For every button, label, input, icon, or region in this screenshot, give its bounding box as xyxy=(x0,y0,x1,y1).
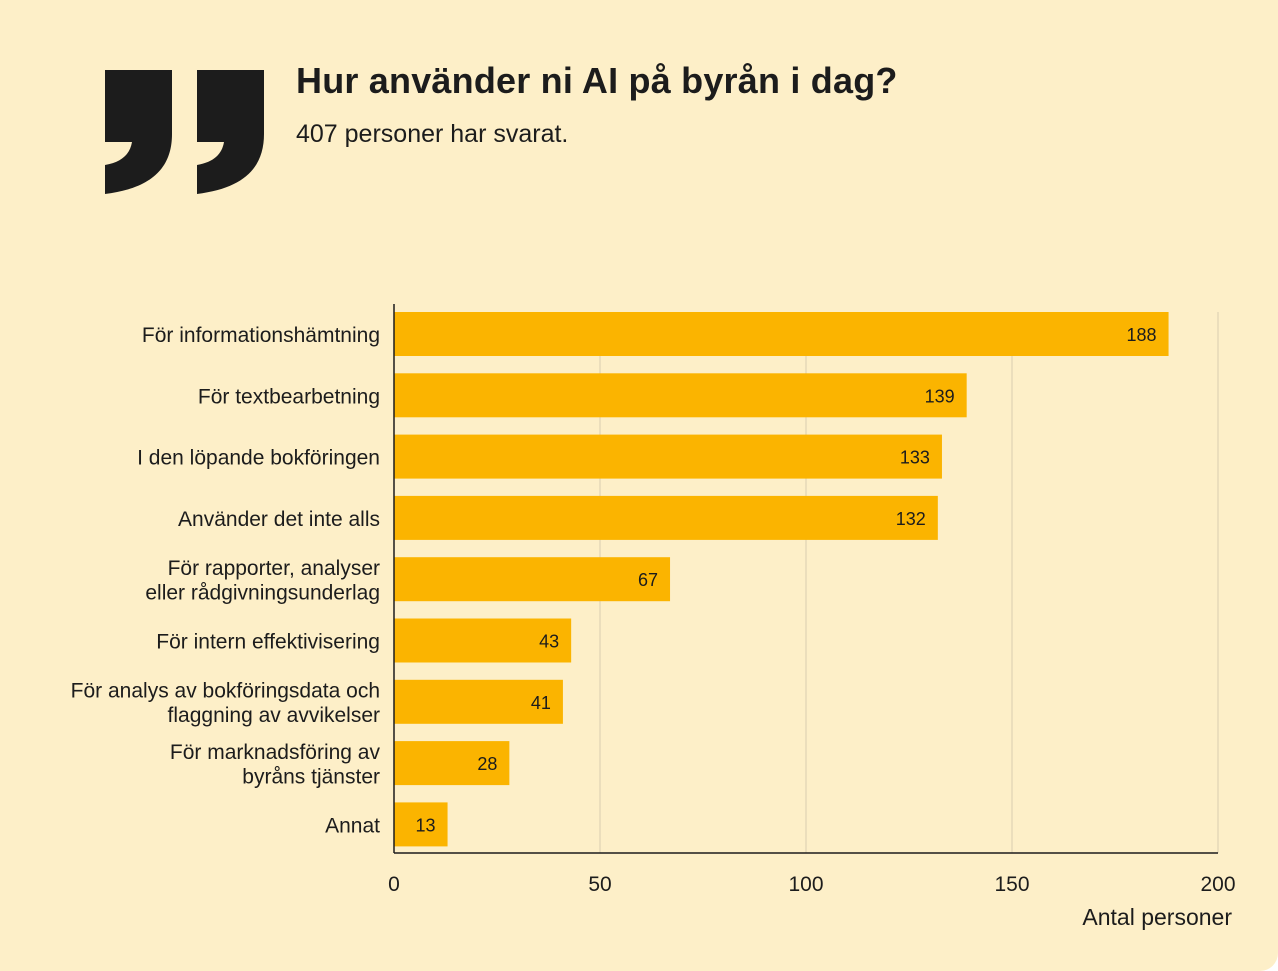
category-label: Använder det inte alls xyxy=(178,508,380,531)
x-tick-label: 0 xyxy=(388,873,400,896)
chart-subtitle: 407 personer har svarat. xyxy=(296,120,569,148)
bar xyxy=(394,373,967,418)
category-label: För rapporter, analyser xyxy=(168,557,380,580)
category-label: För informationshämtning xyxy=(142,324,380,347)
category-label: För marknadsföring av xyxy=(170,741,381,764)
data-label: 133 xyxy=(900,448,930,468)
bar xyxy=(394,618,572,663)
category-label: I den löpande bokföringen xyxy=(137,447,380,470)
closing-quote-icon xyxy=(105,70,264,194)
chart-title: Hur använder ni AI på byrån i dag? xyxy=(296,60,898,101)
x-tick-label: 150 xyxy=(994,873,1029,896)
data-label: 28 xyxy=(477,754,497,774)
category-label: För intern effektivisering xyxy=(156,631,380,654)
bar xyxy=(394,495,938,540)
x-tick-label: 200 xyxy=(1200,873,1235,896)
data-label: 41 xyxy=(531,693,551,713)
category-label: För textbearbetning xyxy=(198,385,380,408)
data-label: 188 xyxy=(1127,325,1157,345)
category-label: För analys av bokföringsdata och xyxy=(71,680,380,703)
x-tick-label: 50 xyxy=(588,873,611,896)
category-label: flaggning av avvikelser xyxy=(168,704,380,727)
x-tick-label: 100 xyxy=(788,873,823,896)
bar xyxy=(394,312,1169,356)
data-label: 67 xyxy=(638,570,658,590)
category-label: eller rådgivningsunderlag xyxy=(145,581,380,604)
bar xyxy=(394,802,448,847)
data-label: 132 xyxy=(896,509,926,529)
data-label: 139 xyxy=(925,386,955,406)
category-label: byråns tjänster xyxy=(242,765,380,788)
data-label: 13 xyxy=(416,815,436,835)
bar xyxy=(394,741,510,786)
data-label: 43 xyxy=(539,632,559,652)
x-axis-label: Antal personer xyxy=(1082,904,1232,930)
bar xyxy=(394,434,942,479)
bar xyxy=(394,679,563,724)
category-label: Annat xyxy=(325,814,380,837)
bar xyxy=(394,557,671,602)
